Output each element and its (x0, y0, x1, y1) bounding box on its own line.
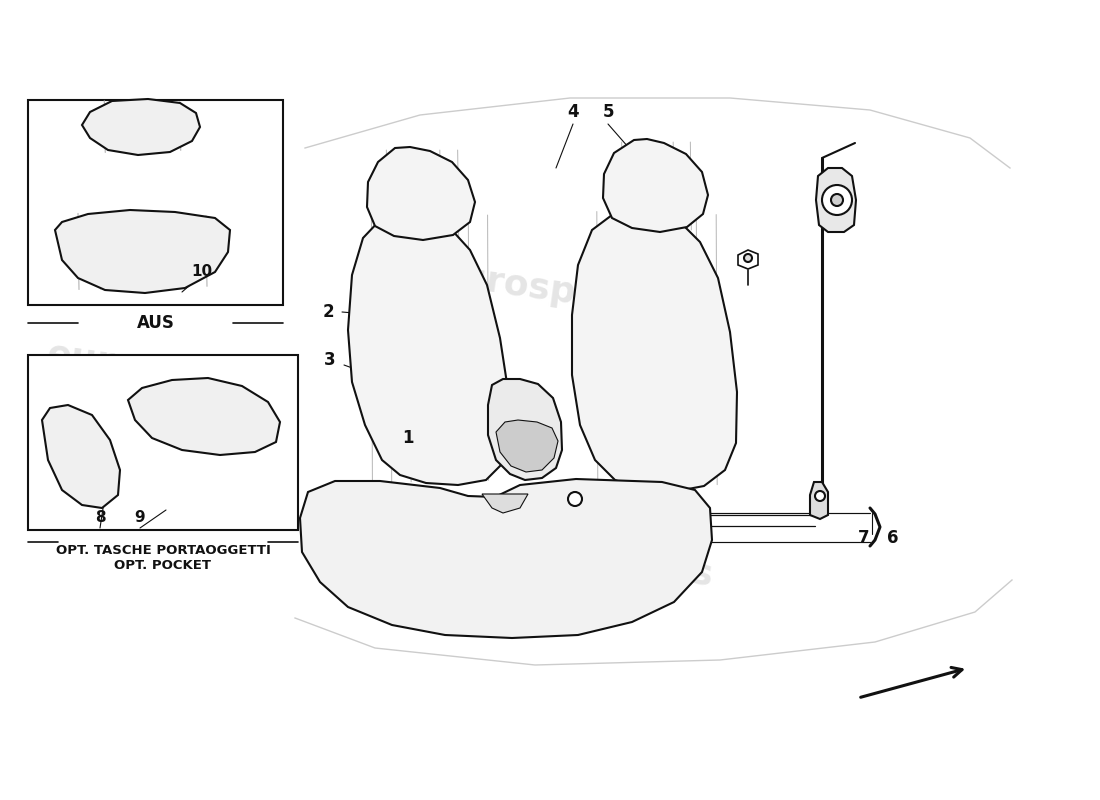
Polygon shape (603, 139, 708, 232)
Polygon shape (572, 209, 737, 492)
Polygon shape (128, 378, 280, 455)
Circle shape (568, 492, 582, 506)
Polygon shape (482, 494, 528, 513)
Text: AUS: AUS (136, 314, 175, 332)
Circle shape (830, 194, 843, 206)
Polygon shape (816, 168, 856, 232)
Polygon shape (738, 250, 758, 269)
Polygon shape (496, 420, 558, 472)
Text: 9: 9 (134, 510, 145, 525)
Circle shape (815, 491, 825, 501)
Bar (28, 100, 283, 305)
Polygon shape (488, 379, 562, 480)
Circle shape (744, 254, 752, 262)
Text: 5: 5 (603, 103, 614, 121)
Circle shape (822, 185, 853, 215)
Text: 10: 10 (191, 265, 212, 279)
Text: eurospares: eurospares (434, 258, 666, 322)
Text: 3: 3 (324, 351, 336, 369)
Polygon shape (810, 482, 828, 519)
Text: 2: 2 (322, 303, 333, 321)
Text: eurospares: eurospares (484, 527, 715, 593)
Text: 7: 7 (858, 529, 870, 547)
Polygon shape (82, 99, 200, 155)
Text: 6: 6 (888, 529, 899, 547)
Polygon shape (42, 405, 120, 508)
Polygon shape (348, 213, 508, 485)
Text: eurospares: eurospares (44, 338, 275, 402)
Polygon shape (367, 147, 475, 240)
Text: 1: 1 (403, 429, 414, 447)
Text: OPT. TASCHE PORTAOGGETTI
OPT. POCKET: OPT. TASCHE PORTAOGGETTI OPT. POCKET (56, 544, 271, 572)
Text: eurospares: eurospares (44, 122, 275, 188)
Polygon shape (300, 479, 712, 638)
Text: 4: 4 (568, 103, 579, 121)
Polygon shape (55, 210, 230, 293)
Bar (28, 355, 298, 530)
Text: 8: 8 (95, 510, 106, 525)
